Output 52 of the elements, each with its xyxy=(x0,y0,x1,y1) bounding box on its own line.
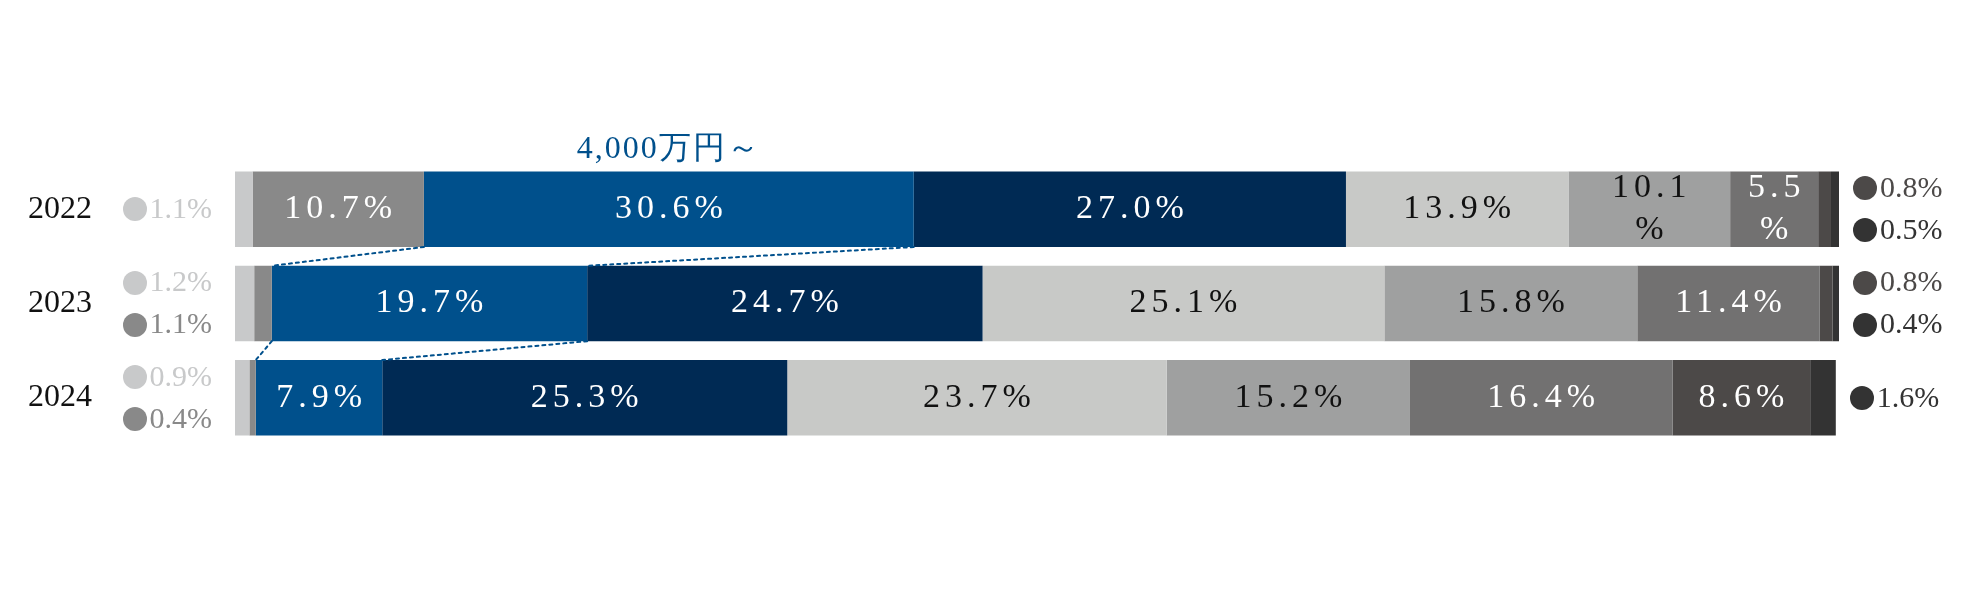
bar xyxy=(787,360,1167,436)
bar xyxy=(1384,265,1638,342)
bar xyxy=(1818,171,1831,247)
data-label: 11.4% xyxy=(1675,282,1787,320)
bar xyxy=(913,171,1346,247)
bar xyxy=(252,171,424,247)
data-label: 5.5 % xyxy=(1747,167,1806,247)
bar xyxy=(235,265,255,342)
y-tick-label: 2022 xyxy=(28,188,92,225)
data-label: 15.8% xyxy=(1456,282,1570,320)
data-label: 0.8% xyxy=(1880,264,1943,298)
data-label: 0.8% xyxy=(1880,170,1943,204)
annotation: 4,000万円～ xyxy=(576,129,761,166)
data-label: 10.1 % xyxy=(1612,167,1692,247)
bar xyxy=(235,171,253,247)
bar xyxy=(235,360,250,436)
data-label: 8.6% xyxy=(1698,376,1790,414)
y-tick-label: 2023 xyxy=(28,282,92,319)
data-label: 23.7% xyxy=(923,376,1036,414)
data-label: 7.9% xyxy=(276,376,367,414)
data-label: 15.2% xyxy=(1234,376,1348,414)
data-label: 1.1% xyxy=(149,306,213,340)
bar xyxy=(587,265,983,342)
data-label: 24.7% xyxy=(730,282,844,320)
data-label: 0.4% xyxy=(1880,306,1943,340)
bar xyxy=(1568,171,1731,247)
bar xyxy=(1730,171,1819,247)
bar xyxy=(1810,360,1836,436)
bar xyxy=(1819,265,1833,342)
data-label: 25.3% xyxy=(530,376,644,414)
data-label: 1.6% xyxy=(1876,379,1940,413)
bar xyxy=(982,265,1385,342)
data-label: 13.9% xyxy=(1403,188,1517,226)
data-label: 30.6% xyxy=(614,188,728,226)
data-label: 0.4% xyxy=(149,400,213,434)
bar xyxy=(382,360,788,436)
bar xyxy=(254,265,272,342)
data-label: 0.5% xyxy=(1880,212,1943,246)
bar xyxy=(1409,360,1673,436)
data-label: 25.1% xyxy=(1129,282,1243,320)
data-label: 10.7% xyxy=(284,188,398,226)
bar xyxy=(1832,265,1839,342)
bar xyxy=(1166,360,1410,436)
data-label: 27.0% xyxy=(1075,188,1189,226)
data-label: 19.7% xyxy=(375,282,489,320)
bar xyxy=(1345,171,1569,247)
y-tick-label: 2024 xyxy=(28,377,92,414)
bar xyxy=(1831,171,1839,247)
bar xyxy=(1637,265,1820,342)
bar xyxy=(1672,360,1811,436)
bar xyxy=(249,360,256,436)
data-label: 16.4% xyxy=(1487,376,1601,414)
